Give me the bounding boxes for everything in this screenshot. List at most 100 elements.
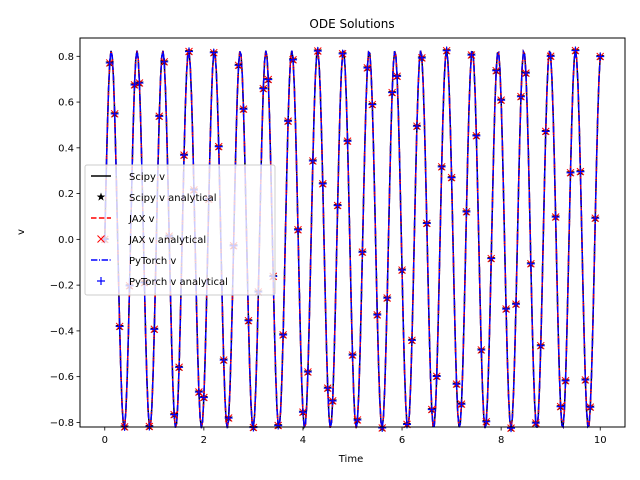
- legend-label: JAX v analytical: [128, 235, 206, 246]
- data-point-pytorch-v-analytical: [531, 418, 540, 427]
- data-point-pytorch-v-analytical: [546, 52, 555, 61]
- x-axis-ticks: 0 2 4 6 8 10: [102, 427, 607, 446]
- y-tick-label: 0.0: [58, 235, 74, 246]
- data-point-pytorch-v-analytical: [328, 396, 337, 405]
- data-point-pytorch-v-analytical: [373, 310, 382, 319]
- legend-label: JAX v: [128, 214, 155, 225]
- data-point-pytorch-v-analytical: [194, 388, 203, 397]
- data-point-pytorch-v-analytical: [442, 46, 451, 55]
- legend-box: [84, 164, 276, 296]
- data-point-pytorch-v-analytical: [556, 402, 565, 411]
- legend-label: Scipy v analytical: [129, 193, 217, 204]
- data-point-pytorch-v-analytical: [150, 325, 159, 334]
- plot-frame: [79, 37, 626, 428]
- y-axis-label: v: [16, 229, 27, 235]
- data-point-pytorch-v-analytical: [541, 127, 550, 136]
- data-point-pytorch-v-analytical: [110, 109, 119, 118]
- data-point-pytorch-v-analytical: [155, 112, 164, 121]
- legend-handle-scipy-v-analytical: [96, 192, 106, 201]
- data-point-pytorch-v-analytical: [279, 330, 288, 339]
- data-point-pytorch-v-analytical: [412, 122, 421, 131]
- data-point-pytorch-v-analytical: [437, 162, 446, 171]
- x-tick-label: 0: [102, 435, 108, 446]
- data-point-pytorch-v-analytical: [566, 168, 575, 177]
- data-point-pytorch-v-analytical: [596, 52, 605, 61]
- data-point-pytorch-v-analytical: [363, 63, 372, 72]
- data-point-pytorch-v-analytical: [581, 375, 590, 384]
- data-point-pytorch-v-analytical: [294, 225, 302, 234]
- data-point-pytorch-v-analytical: [234, 61, 243, 70]
- data-point-pytorch-v-analytical: [432, 372, 441, 381]
- data-point-pytorch-v-analytical: [170, 410, 179, 419]
- data-point-pytorch-v-analytical: [175, 363, 184, 372]
- legend-label: PyTorch v analytical: [129, 277, 228, 288]
- data-point-pytorch-v-analytical: [452, 380, 461, 389]
- data-point-pytorch-v-analytical: [115, 322, 124, 331]
- y-tick-label: −0.8: [50, 418, 74, 429]
- x-tick-label: 6: [399, 435, 405, 446]
- data-point-pytorch-v-analytical: [298, 408, 307, 417]
- data-point-pytorch-v-analytical: [462, 207, 471, 216]
- data-point-pytorch-v-analytical: [477, 345, 486, 354]
- data-point-pytorch-v-analytical: [497, 96, 506, 105]
- data-point-pytorch-v-analytical: [407, 336, 416, 345]
- data-point-pytorch-v-analytical: [507, 424, 516, 433]
- y-tick-label: 0.2: [58, 189, 74, 200]
- data-point-pytorch-v-analytical: [561, 376, 570, 385]
- data-point-pytorch-v-analytical: [368, 100, 377, 109]
- data-point-pytorch-v-analytical: [521, 69, 530, 78]
- data-point-pytorch-v-analytical: [343, 137, 352, 146]
- data-point-pytorch-v-analytical: [348, 351, 357, 360]
- data-point-pytorch-v-analytical: [388, 88, 397, 97]
- legend-label: Scipy v: [129, 172, 165, 183]
- data-point-pytorch-v-analytical: [586, 403, 595, 412]
- data-point-pytorch-v-analytical: [313, 46, 322, 55]
- data-point-pytorch-v-analytical: [482, 417, 491, 426]
- data-point-pytorch-v-analytical: [219, 356, 228, 365]
- data-point-pytorch-v-analytical: [303, 367, 312, 376]
- data-point-pytorch-v-analytical: [383, 294, 392, 303]
- data-point-pytorch-v-analytical: [214, 142, 223, 151]
- data-point-pytorch-v-analytical: [487, 254, 496, 263]
- data-point-pytorch-v-analytical: [199, 393, 208, 402]
- y-tick-label: −0.2: [50, 281, 74, 292]
- y-tick-label: −0.4: [50, 326, 74, 337]
- data-point-pytorch-v-analytical: [358, 248, 367, 257]
- data-point-pytorch-v-analytical: [289, 55, 298, 64]
- legend-handle-jax-v-analytical: [97, 235, 105, 243]
- data-point-pytorch-v-analytical: [417, 53, 426, 62]
- data-point-pytorch-v-analytical: [398, 266, 407, 275]
- data-point-pytorch-v-analytical: [308, 156, 317, 165]
- data-point-pytorch-v-analytical: [145, 422, 154, 431]
- y-tick-label: 0.4: [58, 143, 74, 154]
- data-point-pytorch-v-analytical: [209, 48, 218, 57]
- data-point-pytorch-v-analytical: [323, 384, 332, 393]
- y-tick-label: 0.6: [58, 98, 74, 109]
- y-tick-label: 0.8: [58, 52, 74, 63]
- data-point-pytorch-v-analytical: [378, 423, 387, 432]
- data-point-pytorch-v-analytical: [427, 405, 436, 414]
- data-point-pytorch-v-analytical: [318, 179, 327, 188]
- data-point-pytorch-v-analytical: [259, 84, 268, 93]
- x-tick-label: 2: [201, 435, 207, 446]
- data-point-pytorch-v-analytical: [284, 117, 293, 126]
- series-line-pytorch-v: [104, 49, 601, 430]
- legend: Scipy v Scipy v analytical JAX v JAX v anal…: [84, 164, 276, 296]
- data-point-pytorch-v-analytical: [457, 400, 466, 409]
- y-axis-ticks: −0.8 −0.6 −0.4 −0.2 0.0 0.2 0.4 0.6 0.8: [50, 52, 80, 429]
- data-point-pytorch-v-analytical: [576, 167, 585, 176]
- data-point-pytorch-v-analytical: [526, 259, 535, 268]
- x-tick-label: 4: [300, 435, 306, 446]
- data-point-pytorch-v-analytical: [472, 131, 481, 140]
- data-point-pytorch-v-analytical: [551, 213, 560, 222]
- data-point-pytorch-v-analytical: [502, 304, 511, 313]
- data-point-pytorch-v-analytical: [591, 214, 600, 223]
- data-point-pytorch-v-analytical: [353, 415, 362, 424]
- data-point-pytorch-v-analytical: [135, 79, 144, 88]
- data-point-pytorch-v-analytical: [516, 92, 525, 101]
- data-point-pytorch-v-analytical: [274, 421, 283, 430]
- x-tick-label: 8: [498, 435, 504, 446]
- data-point-pytorch-v-analytical: [185, 47, 193, 56]
- legend-handle-pytorch-v-analytical: [97, 277, 105, 285]
